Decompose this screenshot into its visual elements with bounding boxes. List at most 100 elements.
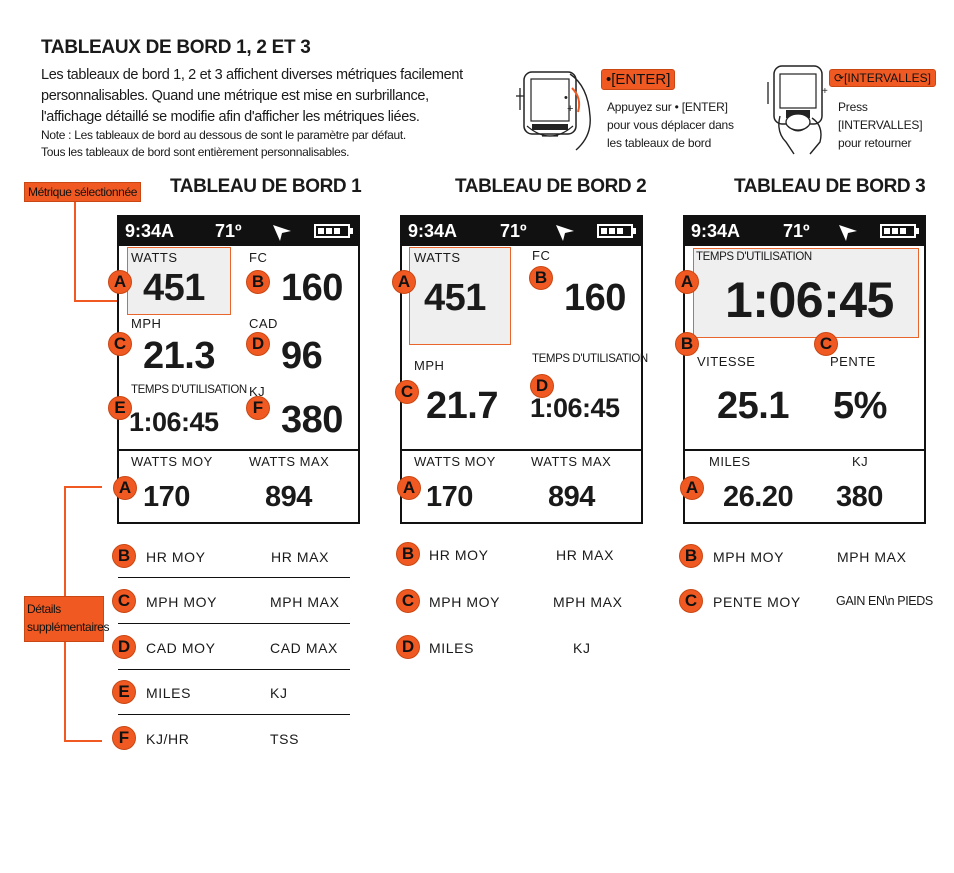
list-item-right: KJ	[270, 685, 288, 701]
intro-line: Les tableaux de bord 1, 2 et 3 affichent…	[41, 67, 463, 83]
status-bar: 9:34A 71º	[402, 217, 641, 246]
badge-a: A	[397, 476, 421, 500]
list-item-left: MPH MOY	[429, 594, 501, 610]
miles-label: MILES	[709, 454, 751, 469]
speed-value: 25.1	[717, 385, 789, 427]
list-item-left: HR MOY	[146, 549, 206, 565]
badge-a: A	[392, 270, 416, 294]
callout-line	[74, 300, 126, 302]
list-item-left: MILES	[146, 685, 192, 701]
watts-label: WATTS	[131, 250, 178, 265]
list-item-left: MILES	[429, 640, 475, 656]
badge-d: D	[246, 332, 270, 356]
grade-label: PENTE	[830, 354, 876, 369]
status-time: 9:34A	[408, 221, 458, 241]
dashboard-1-title: TABLEAU DE BORD 1	[170, 176, 362, 197]
list-item-right: HR MAX	[271, 549, 330, 565]
list-item-right: HR MAX	[556, 547, 615, 563]
badge-c: C	[679, 589, 703, 613]
desc-line: Appuyez sur • [ENTER]	[607, 100, 728, 114]
intro-text: Les tableaux de bord 1, 2 et 3 affichent…	[41, 65, 516, 128]
svg-text:+: +	[567, 103, 573, 115]
list-item-right: TSS	[270, 731, 300, 747]
time-value: 1:06:45	[129, 407, 219, 437]
battery-icon	[314, 224, 353, 238]
svg-text:+: +	[822, 86, 828, 97]
status-time: 9:34A	[691, 221, 741, 241]
badge-e: E	[112, 680, 136, 704]
intro-line: personnalisables. Quand une métrique est…	[41, 88, 429, 104]
cad-label: CAD	[249, 316, 278, 331]
callout-line	[74, 202, 76, 302]
note-line: Tous les tableaux de bord sont entièreme…	[41, 145, 350, 159]
watts-avg-value: 170	[426, 481, 473, 513]
watts-value: 451	[424, 277, 486, 319]
dashboard-3-title: TABLEAU DE BORD 3	[734, 176, 926, 197]
fc-label: FC	[532, 248, 551, 263]
status-temp: 71º	[215, 221, 242, 241]
badge-a: A	[113, 476, 137, 500]
list-item-right: KJ	[573, 640, 591, 656]
desc-line: [INTERVALLES]	[838, 118, 923, 132]
badge-a: A	[675, 270, 699, 294]
fc-value: 160	[281, 267, 343, 309]
watts-max-value: 894	[265, 481, 312, 513]
list-item-left: MPH MOY	[713, 549, 785, 565]
speed-label: VITESSE	[697, 354, 756, 369]
time-value: 1:06:45	[530, 393, 620, 423]
watts-avg-label: WATTS MOY	[414, 454, 496, 469]
screen-divider	[402, 449, 641, 451]
badge-f: F	[246, 396, 270, 420]
kj-value: 380	[281, 399, 343, 441]
enter-description: Appuyez sur • [ENTER] pour vous déplacer…	[607, 98, 734, 152]
dashboard-2-screen: 9:34A 71º WATTS 451 FC 160 MPH TEMPS D'U…	[400, 215, 648, 524]
list-item-left: CAD MOY	[146, 640, 216, 656]
bracket-line	[64, 486, 66, 596]
fc-value: 160	[564, 277, 626, 319]
list-divider	[118, 714, 350, 715]
watts-label: WATTS	[414, 250, 461, 265]
time-label: TEMPS D'UTILISATION	[696, 251, 812, 263]
list-divider	[118, 577, 350, 578]
enter-button-label: •[ENTER]	[601, 69, 676, 90]
badge-c: C	[395, 380, 419, 404]
badge-a: A	[108, 270, 132, 294]
dashboard-1-screen: 9:34A 71º WATTS 451 FC 160 MPH 21.3 CAD …	[117, 215, 360, 524]
intervals-button-label: ⟳[INTERVALLES]	[829, 69, 936, 87]
list-item-left: HR MOY	[429, 547, 489, 563]
details-callout: Détails supplémentaires	[24, 596, 109, 642]
screen-divider	[119, 449, 358, 451]
mph-label: MPH	[414, 358, 445, 373]
badge-b: B	[112, 544, 136, 568]
highlight-box	[409, 247, 511, 345]
screen-divider	[685, 449, 924, 451]
list-item-left: KJ/HR	[146, 731, 190, 747]
bracket-line	[64, 642, 66, 741]
time-label: TEMPS D'UTILISATION	[532, 353, 648, 365]
watts-max-value: 894	[548, 481, 595, 513]
badge-c: C	[112, 589, 136, 613]
badge-b: B	[675, 332, 699, 356]
selected-metric-callout: Métrique sélectionnée	[24, 182, 142, 202]
desc-line: pour vous déplacer dans	[607, 118, 734, 132]
kj-value: 380	[836, 481, 883, 513]
badge-c: C	[396, 589, 420, 613]
dashboard-3-screen: 9:34A 71º TEMPS D'UTILISATION 1:06:45 VI…	[683, 215, 926, 524]
watts-avg-value: 170	[143, 481, 190, 513]
list-divider	[118, 623, 350, 624]
status-bar: 9:34A 71º	[685, 217, 924, 246]
badge-c: C	[108, 332, 132, 356]
intro-line: l'affichage détaillé se modifie afin d'a…	[41, 109, 420, 125]
callout-line-text: Détails	[27, 602, 61, 616]
desc-line: les tableaux de bord	[607, 136, 712, 150]
kj-label: KJ	[852, 454, 869, 469]
badge-a: A	[680, 476, 704, 500]
list-divider	[118, 669, 350, 670]
mph-value: 21.7	[426, 385, 498, 427]
highlight-box	[693, 248, 919, 338]
watts-value: 451	[143, 267, 205, 309]
badge-e: E	[108, 396, 132, 420]
watts-max-label: WATTS MAX	[249, 454, 330, 469]
badge-d: D	[530, 374, 554, 398]
page-title: TABLEAUX DE BORD 1, 2 ET 3	[41, 37, 311, 58]
